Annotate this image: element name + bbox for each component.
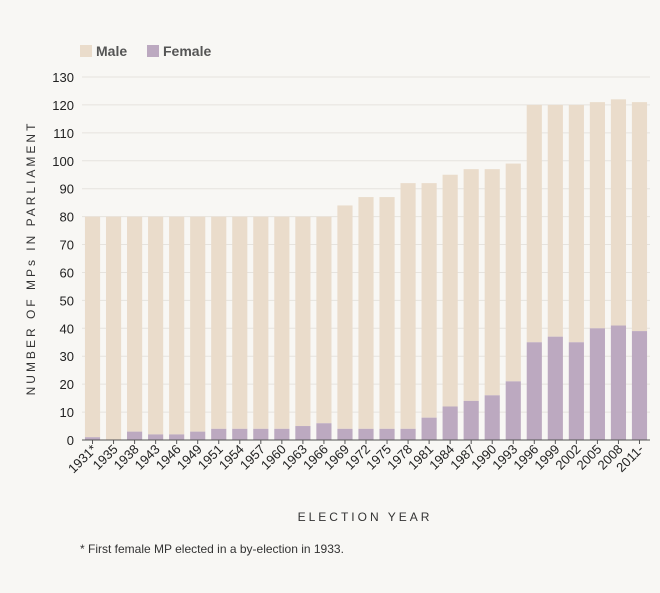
y-tick-label: 130	[52, 70, 74, 85]
y-tick-label: 10	[60, 405, 74, 420]
bar-female	[169, 434, 185, 440]
bars	[84, 99, 648, 440]
bar-female	[295, 426, 311, 440]
x-axis-title: ELECTION YEAR	[298, 510, 433, 524]
legend-swatch-female	[147, 45, 159, 57]
legend: Male Female	[80, 43, 211, 59]
bar-female	[631, 331, 648, 440]
y-tick-label: 100	[52, 154, 74, 169]
bar-male	[526, 104, 542, 343]
bar-male	[547, 104, 563, 337]
bar-male	[589, 102, 605, 329]
bar-male	[379, 197, 395, 429]
bar-male	[232, 216, 248, 429]
bar-female	[148, 434, 164, 440]
bar-female	[358, 428, 374, 440]
bar-female	[253, 428, 269, 440]
bar-male	[84, 216, 101, 438]
legend-label-male: Male	[96, 43, 127, 59]
y-tick-label: 110	[53, 126, 74, 141]
y-tick-label: 50	[60, 293, 74, 308]
bar-female	[211, 428, 227, 440]
y-tick-label: 70	[60, 238, 74, 253]
bar-male	[274, 216, 290, 429]
bar-male	[568, 104, 584, 343]
bar-male	[127, 216, 143, 432]
bar-female	[610, 325, 627, 440]
legend-swatch-male	[80, 45, 92, 57]
bar-female	[232, 428, 248, 440]
bar-female	[274, 428, 290, 440]
bar-female	[484, 395, 500, 440]
y-tick-label: 80	[60, 210, 74, 225]
y-tick-label: 120	[52, 98, 74, 113]
bar-female	[421, 417, 437, 440]
bar-male	[463, 169, 479, 401]
bar-male	[505, 163, 521, 382]
y-axis-ticks: 0 10 20 30 40 50 60 70 80 90 100 110 120 130	[52, 70, 74, 448]
bar-male	[421, 183, 437, 418]
bar-female	[547, 336, 563, 440]
x-axis-ticks: 1931*19351938194319461949195119541957196…	[65, 440, 647, 476]
y-tick-label: 30	[60, 349, 74, 364]
y-tick-label: 20	[60, 377, 74, 392]
bar-male	[631, 102, 648, 332]
bar-male	[295, 216, 311, 427]
bar-female	[84, 437, 101, 440]
y-tick-label: 90	[60, 182, 74, 197]
bar-male	[148, 216, 164, 435]
footnote: * First female MP elected in a by-electi…	[80, 542, 344, 556]
bar-female	[127, 431, 143, 440]
y-tick-label: 0	[67, 433, 74, 448]
bar-male	[105, 216, 122, 440]
y-tick-label: 40	[60, 321, 74, 336]
bar-female	[190, 431, 206, 440]
y-tick-label: 60	[60, 265, 74, 280]
bar-female	[526, 342, 542, 440]
bar-male	[253, 216, 269, 429]
y-axis-title: NUMBER OF MPs IN PARLIAMENT	[24, 121, 38, 396]
bar-male	[316, 216, 332, 424]
bar-female	[337, 428, 353, 440]
bar-female	[589, 328, 605, 440]
bar-male	[190, 216, 206, 432]
bar-male	[400, 183, 416, 429]
bar-female	[442, 406, 458, 440]
bar-female	[505, 381, 521, 440]
bar-female	[379, 428, 395, 440]
bar-female	[568, 342, 584, 440]
bar-male	[337, 205, 353, 429]
bar-male	[442, 174, 458, 407]
bar-male	[211, 216, 227, 429]
bar-male	[358, 197, 374, 429]
bar-female	[316, 423, 332, 440]
bar-male	[169, 216, 185, 435]
legend-label-female: Female	[163, 43, 211, 59]
bar-male	[484, 169, 500, 396]
bar-female	[400, 428, 416, 440]
bar-male	[610, 99, 627, 326]
bar-female	[463, 400, 479, 440]
